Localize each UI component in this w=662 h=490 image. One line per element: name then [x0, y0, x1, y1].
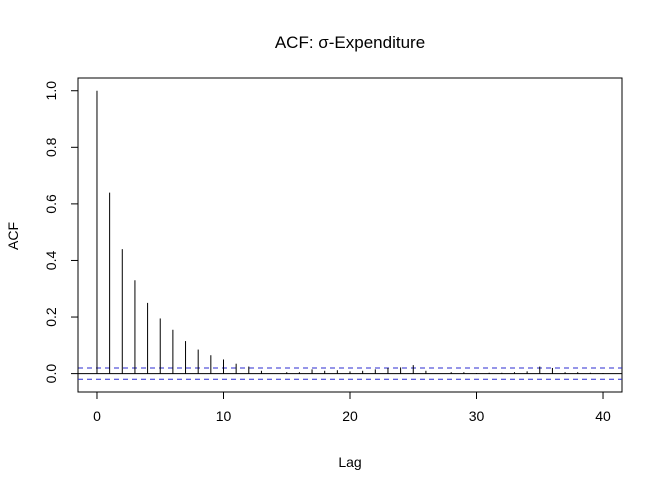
x-axis-label: Lag	[338, 454, 361, 470]
acf-bars	[96, 90, 604, 374]
x-axis: 0 10 20 30 40	[93, 391, 611, 424]
y-tick-label-1.0: 1.0	[43, 81, 59, 101]
x-tick-label-10: 10	[216, 408, 232, 424]
x-tick-label-0: 0	[93, 408, 101, 424]
plot-frame	[77, 77, 623, 393]
y-tick-label-0.6: 0.6	[43, 194, 59, 214]
chart-title: ACF: σ-Expenditure	[275, 33, 425, 52]
y-axis: 0.0 0.2 0.4 0.6 0.8 1.0	[43, 81, 79, 384]
y-tick-label-0.2: 0.2	[43, 307, 59, 327]
x-tick-label-30: 30	[469, 408, 485, 424]
y-axis-label: ACF	[5, 222, 21, 250]
y-tick-label-0.4: 0.4	[43, 251, 59, 271]
y-tick-label-0.8: 0.8	[43, 137, 59, 157]
x-tick-label-20: 20	[342, 408, 358, 424]
confidence-bounds	[78, 367, 622, 380]
y-tick-label-0.0: 0.0	[43, 364, 59, 384]
x-tick-label-40: 40	[595, 408, 611, 424]
